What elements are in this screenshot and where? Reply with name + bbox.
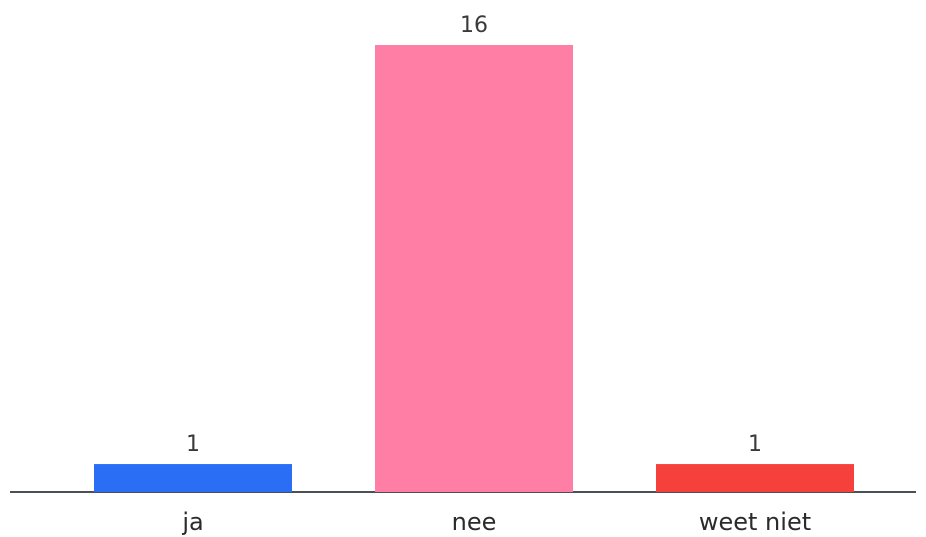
bars-group [94,45,854,492]
category-label-nee: nee [452,508,497,536]
category-label-weet-niet: weet niet [699,508,811,536]
data-label-ja: 1 [186,432,200,457]
data-label-weet-niet: 1 [748,432,762,457]
value-labels-group: 1 16 1 [186,13,762,457]
data-label-nee: 16 [460,13,488,38]
bar-ja [94,464,292,492]
bar-weet-niet [656,464,854,492]
category-label-ja: ja [181,508,203,536]
category-labels-group: ja nee weet niet [181,508,811,536]
bar-nee [375,45,573,492]
